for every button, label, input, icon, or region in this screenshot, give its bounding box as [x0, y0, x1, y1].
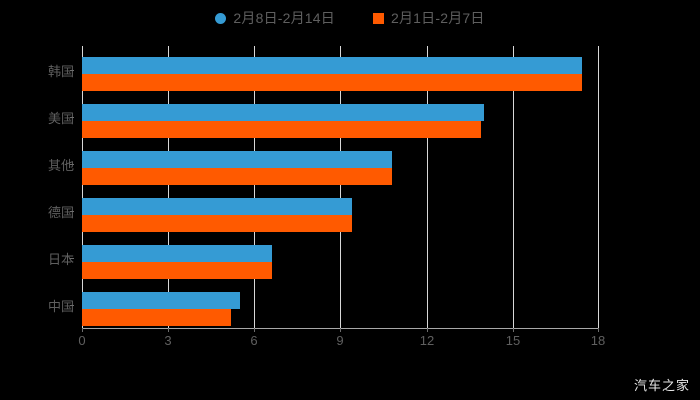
- x-tick-label-4: 12: [419, 333, 435, 348]
- square-marker-icon: [372, 12, 384, 24]
- x-axis: 0 3 6 9 12 15 18: [78, 328, 605, 352]
- y-tick-mark-3: [70, 211, 74, 212]
- chart-legend: 2月8日-2月14日 2月1日-2月7日: [0, 6, 700, 30]
- gridline-3: [168, 46, 169, 328]
- x-tick-mark-3: [340, 328, 341, 332]
- x-tick-mark-5: [513, 328, 514, 332]
- y-tick-label-1: 美国: [47, 111, 74, 126]
- legend-label-series-2: 2月1日-2月7日: [390, 10, 485, 26]
- bar-group-2: [82, 151, 599, 185]
- x-tick-label-3: 9: [336, 333, 344, 348]
- y-tick-label-4: 日本: [47, 252, 74, 267]
- y-tick-mark-0: [70, 70, 74, 71]
- y-tick-label-5: 中国: [47, 299, 74, 314]
- gridline-12: [427, 46, 428, 328]
- bar-series-2-category-1[interactable]: [82, 121, 482, 138]
- bar-series-2-category-4[interactable]: [82, 262, 272, 279]
- legend-label-series-1: 2月8日-2月14日: [233, 10, 335, 26]
- x-tick-mark-4: [427, 328, 428, 332]
- y-tick-label-3: 德国: [47, 205, 74, 220]
- bar-series-2-category-0[interactable]: [82, 74, 582, 91]
- gridline-9: [340, 46, 341, 328]
- bar-series-1-category-5[interactable]: [82, 292, 240, 309]
- bar-series-1-category-3[interactable]: [82, 198, 352, 215]
- plot-area: [82, 46, 599, 329]
- y-axis: 韩国 美国 其他 德国 日本 中国: [0, 46, 74, 328]
- gridline-6: [254, 46, 255, 328]
- bar-group-0: [82, 57, 599, 91]
- bar-group-1: [82, 104, 599, 138]
- y-tick-mark-2: [70, 164, 74, 165]
- legend-item-series-1[interactable]: 2月8日-2月14日: [215, 11, 335, 25]
- x-tick-mark-6: [598, 328, 599, 332]
- bar-series-1-category-1[interactable]: [82, 104, 485, 121]
- watermark: 汽车之家: [633, 378, 690, 393]
- bar-series-2-category-2[interactable]: [82, 168, 393, 185]
- bar-group-3: [82, 198, 599, 232]
- bar-series-1-category-4[interactable]: [82, 245, 272, 262]
- x-tick-label-2: 6: [250, 333, 258, 348]
- bar-group-5: [82, 292, 599, 326]
- y-tick-mark-1: [70, 117, 74, 118]
- x-tick-mark-1: [168, 328, 169, 332]
- x-tick-label-6: 18: [590, 333, 606, 348]
- y-tick-mark-5: [70, 305, 74, 306]
- bar-series-1-category-2[interactable]: [82, 151, 393, 168]
- circle-marker-icon: [215, 12, 227, 24]
- bar-group-4: [82, 245, 599, 279]
- y-tick-mark-4: [70, 258, 74, 259]
- gridline-0: [82, 46, 83, 328]
- gridline-15: [513, 46, 514, 328]
- x-tick-label-0: 0: [78, 333, 86, 348]
- y-tick-label-2: 其他: [47, 158, 74, 173]
- gridline-18: [598, 46, 599, 328]
- x-tick-label-1: 3: [164, 333, 172, 348]
- x-tick-label-5: 15: [505, 333, 521, 348]
- x-tick-mark-0: [82, 328, 83, 332]
- legend-item-series-2[interactable]: 2月1日-2月7日: [372, 10, 485, 26]
- x-tick-mark-2: [254, 328, 255, 332]
- bar-series-2-category-5[interactable]: [82, 309, 232, 326]
- bar-series-1-category-0[interactable]: [82, 57, 582, 74]
- bar-series-2-category-3[interactable]: [82, 215, 352, 232]
- y-tick-label-0: 韩国: [47, 64, 74, 79]
